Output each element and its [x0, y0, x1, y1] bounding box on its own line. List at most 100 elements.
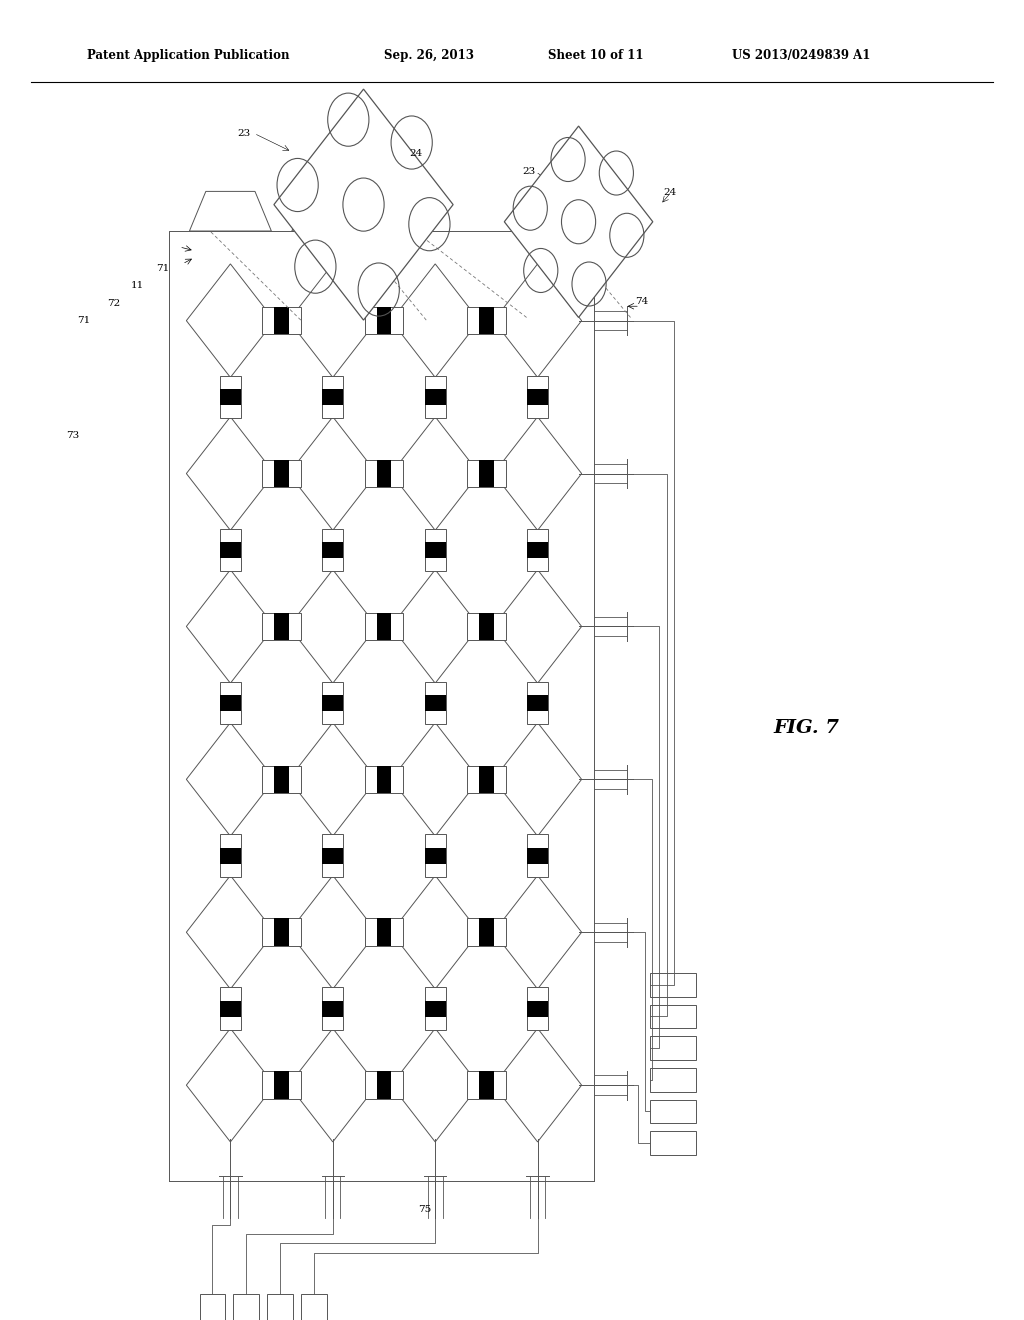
- Bar: [365, 459, 403, 487]
- Bar: [274, 1072, 289, 1100]
- Text: 24: 24: [664, 189, 677, 198]
- Bar: [527, 376, 548, 418]
- Bar: [479, 919, 494, 946]
- Bar: [650, 973, 696, 997]
- Polygon shape: [494, 264, 582, 378]
- Bar: [650, 1100, 696, 1123]
- Text: 71: 71: [77, 317, 90, 326]
- Bar: [267, 1294, 293, 1320]
- Bar: [365, 306, 403, 334]
- Bar: [425, 376, 445, 418]
- Polygon shape: [494, 722, 582, 836]
- Bar: [377, 766, 391, 793]
- Bar: [274, 919, 289, 946]
- Text: 73: 73: [67, 432, 80, 441]
- Polygon shape: [391, 722, 479, 836]
- Bar: [323, 376, 343, 418]
- Text: 11: 11: [131, 281, 144, 290]
- Bar: [377, 919, 391, 946]
- Bar: [323, 834, 343, 876]
- Polygon shape: [186, 417, 274, 531]
- Bar: [220, 529, 241, 572]
- Polygon shape: [391, 417, 479, 531]
- Bar: [527, 389, 548, 405]
- Bar: [467, 1072, 506, 1100]
- Bar: [274, 612, 289, 640]
- Bar: [527, 681, 548, 725]
- Bar: [527, 847, 548, 863]
- Polygon shape: [504, 125, 653, 318]
- Bar: [650, 1005, 696, 1028]
- Bar: [262, 766, 301, 793]
- Text: 74: 74: [635, 297, 648, 306]
- Polygon shape: [494, 1028, 582, 1142]
- Bar: [377, 306, 391, 334]
- Polygon shape: [186, 1028, 274, 1142]
- Bar: [527, 1001, 548, 1016]
- Bar: [262, 306, 301, 334]
- Bar: [527, 694, 548, 711]
- Polygon shape: [494, 570, 582, 684]
- Polygon shape: [289, 417, 377, 531]
- Bar: [527, 543, 548, 558]
- Text: 23: 23: [522, 168, 536, 177]
- Bar: [301, 1294, 327, 1320]
- Bar: [425, 1001, 445, 1016]
- Bar: [467, 459, 506, 487]
- Bar: [220, 847, 241, 863]
- Bar: [220, 389, 241, 405]
- Bar: [650, 1068, 696, 1092]
- Polygon shape: [391, 1028, 479, 1142]
- Bar: [365, 612, 403, 640]
- Bar: [220, 376, 241, 418]
- Bar: [323, 987, 343, 1030]
- Bar: [377, 459, 391, 487]
- Polygon shape: [289, 1028, 377, 1142]
- Bar: [233, 1294, 259, 1320]
- Polygon shape: [289, 875, 377, 989]
- Text: US 2013/0249839 A1: US 2013/0249839 A1: [732, 49, 870, 62]
- Bar: [274, 766, 289, 793]
- Bar: [479, 1072, 494, 1100]
- Bar: [377, 1072, 391, 1100]
- Bar: [323, 529, 343, 572]
- Bar: [467, 612, 506, 640]
- Bar: [425, 694, 445, 711]
- Polygon shape: [289, 570, 377, 684]
- Bar: [527, 529, 548, 572]
- Text: 71: 71: [156, 264, 169, 273]
- Bar: [425, 389, 445, 405]
- Bar: [425, 987, 445, 1030]
- Bar: [220, 543, 241, 558]
- Bar: [425, 834, 445, 876]
- Bar: [527, 834, 548, 876]
- Bar: [425, 529, 445, 572]
- Text: Patent Application Publication: Patent Application Publication: [87, 49, 290, 62]
- Polygon shape: [186, 264, 274, 378]
- Polygon shape: [391, 875, 479, 989]
- Text: FIG. 7: FIG. 7: [773, 718, 839, 737]
- Bar: [467, 306, 506, 334]
- Polygon shape: [289, 722, 377, 836]
- Bar: [274, 306, 289, 334]
- Bar: [479, 459, 494, 487]
- Bar: [479, 766, 494, 793]
- Bar: [365, 766, 403, 793]
- Bar: [377, 612, 391, 640]
- Text: Sep. 26, 2013: Sep. 26, 2013: [384, 49, 474, 62]
- Bar: [262, 1072, 301, 1100]
- Text: 72: 72: [108, 300, 121, 309]
- Polygon shape: [391, 264, 479, 378]
- Polygon shape: [186, 570, 274, 684]
- Polygon shape: [273, 88, 453, 321]
- Polygon shape: [189, 191, 271, 231]
- Bar: [323, 694, 343, 711]
- Bar: [467, 766, 506, 793]
- Bar: [650, 1036, 696, 1060]
- Text: 75: 75: [418, 1205, 431, 1214]
- Bar: [220, 834, 241, 876]
- Bar: [365, 1072, 403, 1100]
- Bar: [220, 694, 241, 711]
- Bar: [425, 681, 445, 725]
- Polygon shape: [494, 417, 582, 531]
